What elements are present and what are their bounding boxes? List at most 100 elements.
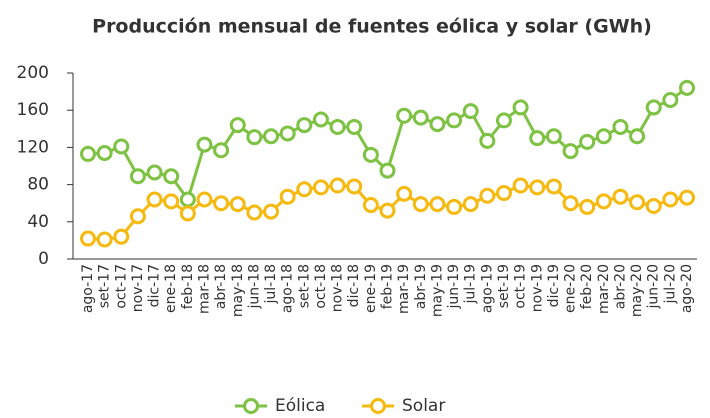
point (96, 144, 113, 161)
x-tick-label: ago-18 (280, 264, 296, 313)
point (679, 79, 695, 96)
x-tick-label: feb-19 (380, 264, 396, 309)
point (512, 177, 529, 194)
point (179, 191, 196, 208)
x-tick-label: jun-18 (246, 264, 262, 310)
x-tick-label: may-18 (230, 264, 246, 317)
x-tick-label: jul-20 (662, 264, 678, 305)
x-tick-label: mar-18 (196, 264, 212, 314)
x-tick-label: nov-19 (529, 264, 545, 312)
point (80, 145, 96, 162)
x-tick-label: jun-20 (646, 264, 662, 310)
point (213, 195, 230, 212)
point (662, 191, 679, 208)
point (129, 208, 146, 225)
point (279, 125, 296, 142)
y-tick-label: 0 (38, 249, 49, 269)
point (246, 204, 263, 221)
x-tick-label: set-18 (296, 264, 312, 308)
point (446, 198, 463, 215)
x-tick-label: mar-19 (396, 264, 412, 314)
x-tick-label: may-20 (629, 264, 645, 317)
point (612, 118, 629, 135)
point (396, 185, 413, 202)
point (595, 193, 612, 210)
point (263, 128, 280, 145)
point (429, 196, 446, 213)
point (679, 189, 695, 206)
x-tick-label: abr-19 (413, 264, 429, 309)
x-tick-label: dic-18 (346, 264, 362, 307)
point (545, 128, 562, 145)
x-tick-label: feb-18 (180, 264, 196, 309)
legend-marker (243, 398, 259, 414)
x-tick-label: ago-19 (479, 264, 495, 313)
point (579, 198, 596, 215)
x-tick-label: may-19 (429, 264, 445, 317)
point (645, 99, 662, 116)
legend-marker (370, 398, 386, 414)
x-tick-label: set-19 (496, 264, 512, 308)
y-tick-label: 120 (17, 137, 49, 157)
point (96, 231, 113, 248)
point (246, 129, 263, 146)
x-tick-label: nov-18 (330, 264, 346, 312)
y-tick-label: 80 (27, 175, 49, 195)
point (263, 203, 280, 220)
chart-title: Producción mensual de fuentes eólica y s… (92, 16, 652, 38)
point (629, 128, 646, 145)
point (379, 202, 396, 219)
x-tick-label: oct-17 (113, 264, 129, 309)
x-tick-label: mar-20 (596, 264, 612, 314)
y-tick-label: 160 (17, 100, 49, 120)
x-tick-label: set-17 (97, 264, 113, 308)
point (279, 188, 296, 205)
x-tick-label: ene-18 (163, 264, 179, 313)
x-tick-label: jul-19 (463, 264, 479, 305)
x-tick-label: ene-19 (363, 264, 379, 313)
point (629, 194, 646, 211)
x-tick-label: abr-18 (213, 264, 229, 309)
series-line (87, 86, 688, 203)
point (495, 184, 512, 201)
point (412, 196, 429, 213)
point (329, 118, 346, 135)
point (163, 193, 180, 210)
x-tick-label: oct-18 (313, 264, 329, 309)
x-tick-label: dic-19 (546, 264, 562, 307)
x-tick-label: abr-20 (612, 264, 628, 309)
point (146, 191, 163, 208)
point (512, 99, 529, 116)
point (113, 138, 130, 155)
x-tick-label: jul-18 (263, 264, 279, 305)
x-tick-label: ago-20 (679, 264, 695, 313)
point (645, 197, 662, 214)
x-tick-label: oct-19 (513, 264, 529, 309)
point (562, 195, 579, 212)
point (113, 228, 130, 245)
y-tick-label: 40 (27, 212, 49, 232)
point (429, 116, 446, 133)
point (362, 146, 379, 163)
point (595, 128, 612, 145)
point (495, 112, 512, 129)
point (379, 162, 396, 179)
point (579, 133, 596, 150)
point (446, 112, 463, 129)
point (529, 179, 546, 196)
x-tick-label: dic-17 (147, 264, 163, 307)
point (296, 181, 313, 198)
point (312, 179, 329, 196)
point (529, 130, 546, 147)
point (312, 111, 329, 128)
point (545, 178, 562, 195)
point (479, 187, 496, 204)
point (362, 197, 379, 214)
point (479, 132, 496, 149)
point (562, 143, 579, 160)
x-tick-label: ago-17 (80, 264, 96, 313)
point (129, 168, 146, 185)
point (462, 196, 479, 213)
point (163, 168, 180, 185)
legend-label: Solar (402, 396, 445, 416)
